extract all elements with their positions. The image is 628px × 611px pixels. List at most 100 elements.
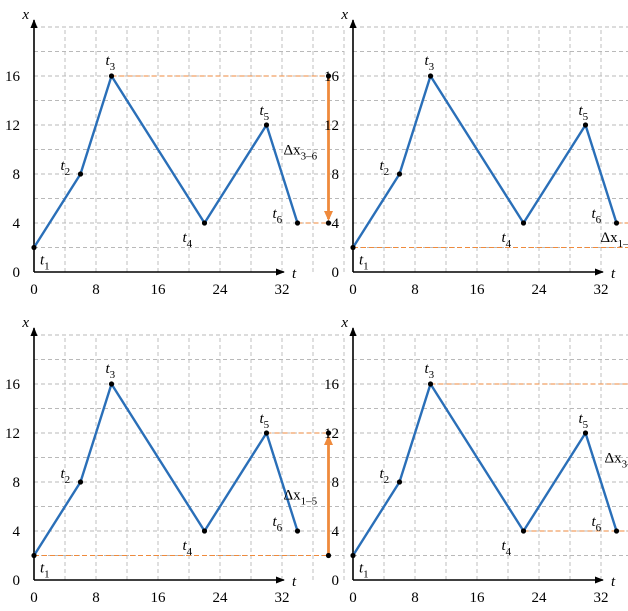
y-tick-label: 8 — [13, 475, 21, 491]
y-tick-label: 0 — [332, 265, 340, 281]
position-line — [351, 74, 618, 249]
x-tick-label: 8 — [411, 282, 419, 298]
point-label: t4 — [502, 538, 512, 558]
y-tick-label: 8 — [13, 167, 21, 183]
y-tick-label: 12 — [5, 118, 20, 134]
y-tick-label: 8 — [332, 475, 340, 491]
data-point — [613, 220, 620, 226]
data-point — [396, 479, 403, 485]
data-point — [520, 528, 527, 534]
point-label: t1 — [40, 253, 50, 273]
data-point — [396, 171, 403, 177]
point-label: t2 — [61, 466, 71, 486]
y-tick-label: 8 — [332, 167, 340, 183]
point-label: t3 — [106, 53, 116, 73]
y-axis-label: x — [21, 7, 29, 23]
data-point — [582, 122, 589, 128]
position-line — [32, 382, 299, 557]
y-tick-label: 0 — [13, 265, 21, 281]
position-line — [32, 74, 299, 249]
x-tick-label: 32 — [594, 590, 609, 606]
x-tick-label: 0 — [30, 590, 38, 606]
data-point — [520, 220, 527, 226]
y-tick-label: 0 — [332, 573, 340, 589]
data-point — [350, 244, 356, 251]
y-axis-label: x — [21, 315, 29, 331]
point-label: t3 — [106, 361, 116, 381]
y-tick-label: 12 — [324, 426, 339, 442]
x-tick-label: 0 — [349, 590, 357, 606]
x-tick-label: 8 — [411, 590, 419, 606]
displacement-label: Δx3–6 — [284, 143, 318, 163]
point-label: t1 — [359, 253, 369, 273]
displacement-label: Δx1–6 — [601, 230, 628, 250]
y-axis-label: x — [340, 7, 348, 23]
x-axis-label: t — [611, 574, 616, 590]
data-point — [77, 171, 84, 177]
gridlines — [353, 334, 628, 580]
point-label: t2 — [61, 158, 71, 178]
point-label: t3 — [425, 361, 435, 381]
x-tick-label: 16 — [470, 282, 486, 298]
point-label: t4 — [502, 230, 512, 250]
data-point — [427, 381, 434, 387]
point-label: t2 — [380, 466, 390, 486]
displacement-label: Δx3–4 — [605, 451, 628, 471]
point-label: t3 — [425, 53, 435, 73]
x-tick-label: 16 — [470, 590, 486, 606]
displacement-point-end — [325, 430, 332, 436]
point-label: t5 — [260, 411, 270, 431]
chart-panel-1: x t 0 8 16 24 32 0 4 8 12 16 Δx3–6 t1 t2 t3 t4 t5 t6 — [5, 7, 345, 298]
point-label: t1 — [359, 561, 369, 581]
x-tick-label: 24 — [213, 282, 229, 298]
y-tick-label: 16 — [324, 69, 340, 85]
point-label: t4 — [183, 230, 193, 250]
y-tick-label: 16 — [324, 377, 340, 393]
x-tick-label: 0 — [349, 282, 357, 298]
point-label: t6 — [592, 514, 602, 534]
x-axis-label: t — [292, 574, 297, 590]
x-tick-label: 8 — [92, 282, 100, 298]
displacement-point-end — [325, 220, 332, 226]
y-axis-label: x — [340, 315, 348, 331]
x-tick-label: 24 — [532, 282, 548, 298]
position-line — [351, 382, 618, 557]
chart-panel-2: x t 0 8 16 24 32 0 4 8 12 16 Δx1–6 t1 t2 t3 t4 t5 t6 — [324, 7, 628, 298]
y-tick-label: 12 — [324, 118, 339, 134]
point-label: t4 — [183, 538, 193, 558]
point-label: t1 — [40, 561, 50, 581]
data-point — [201, 220, 208, 226]
y-tick-label: 16 — [5, 377, 21, 393]
data-point — [294, 528, 301, 534]
data-point — [31, 552, 37, 559]
y-tick-label: 4 — [13, 524, 21, 540]
y-tick-label: 16 — [5, 69, 21, 85]
gridlines — [353, 26, 628, 272]
x-tick-label: 24 — [213, 590, 229, 606]
x-tick-label: 24 — [532, 590, 548, 606]
gridlines — [34, 334, 345, 580]
point-label: t5 — [579, 103, 589, 123]
point-label: t6 — [592, 206, 602, 226]
data-point — [77, 479, 84, 485]
data-point — [31, 244, 37, 251]
point-label: t5 — [260, 103, 270, 123]
x-tick-label: 8 — [92, 590, 100, 606]
data-point — [263, 122, 270, 128]
data-point — [294, 220, 301, 226]
x-tick-label: 32 — [594, 282, 609, 298]
x-axis-label: t — [292, 266, 297, 282]
y-tick-label: 4 — [332, 216, 340, 232]
y-tick-label: 4 — [332, 524, 340, 540]
data-point — [350, 552, 356, 559]
data-point — [613, 528, 620, 534]
y-tick-label: 12 — [5, 426, 20, 442]
chart-panel-4: x t 0 8 16 24 32 0 4 8 12 16 Δx3–4 t1 t2 t3 t4 t5 t6 — [324, 315, 628, 606]
data-point — [108, 73, 115, 79]
chart-panel-3: x t 0 8 16 24 32 0 4 8 12 16 Δx1–5 t1 t2 t3 t4 t5 t6 — [5, 315, 345, 606]
displacement-point-start — [325, 73, 332, 79]
point-label: t2 — [380, 158, 390, 178]
displacement-label: Δx1–5 — [284, 487, 318, 507]
x-tick-label: 16 — [151, 590, 167, 606]
